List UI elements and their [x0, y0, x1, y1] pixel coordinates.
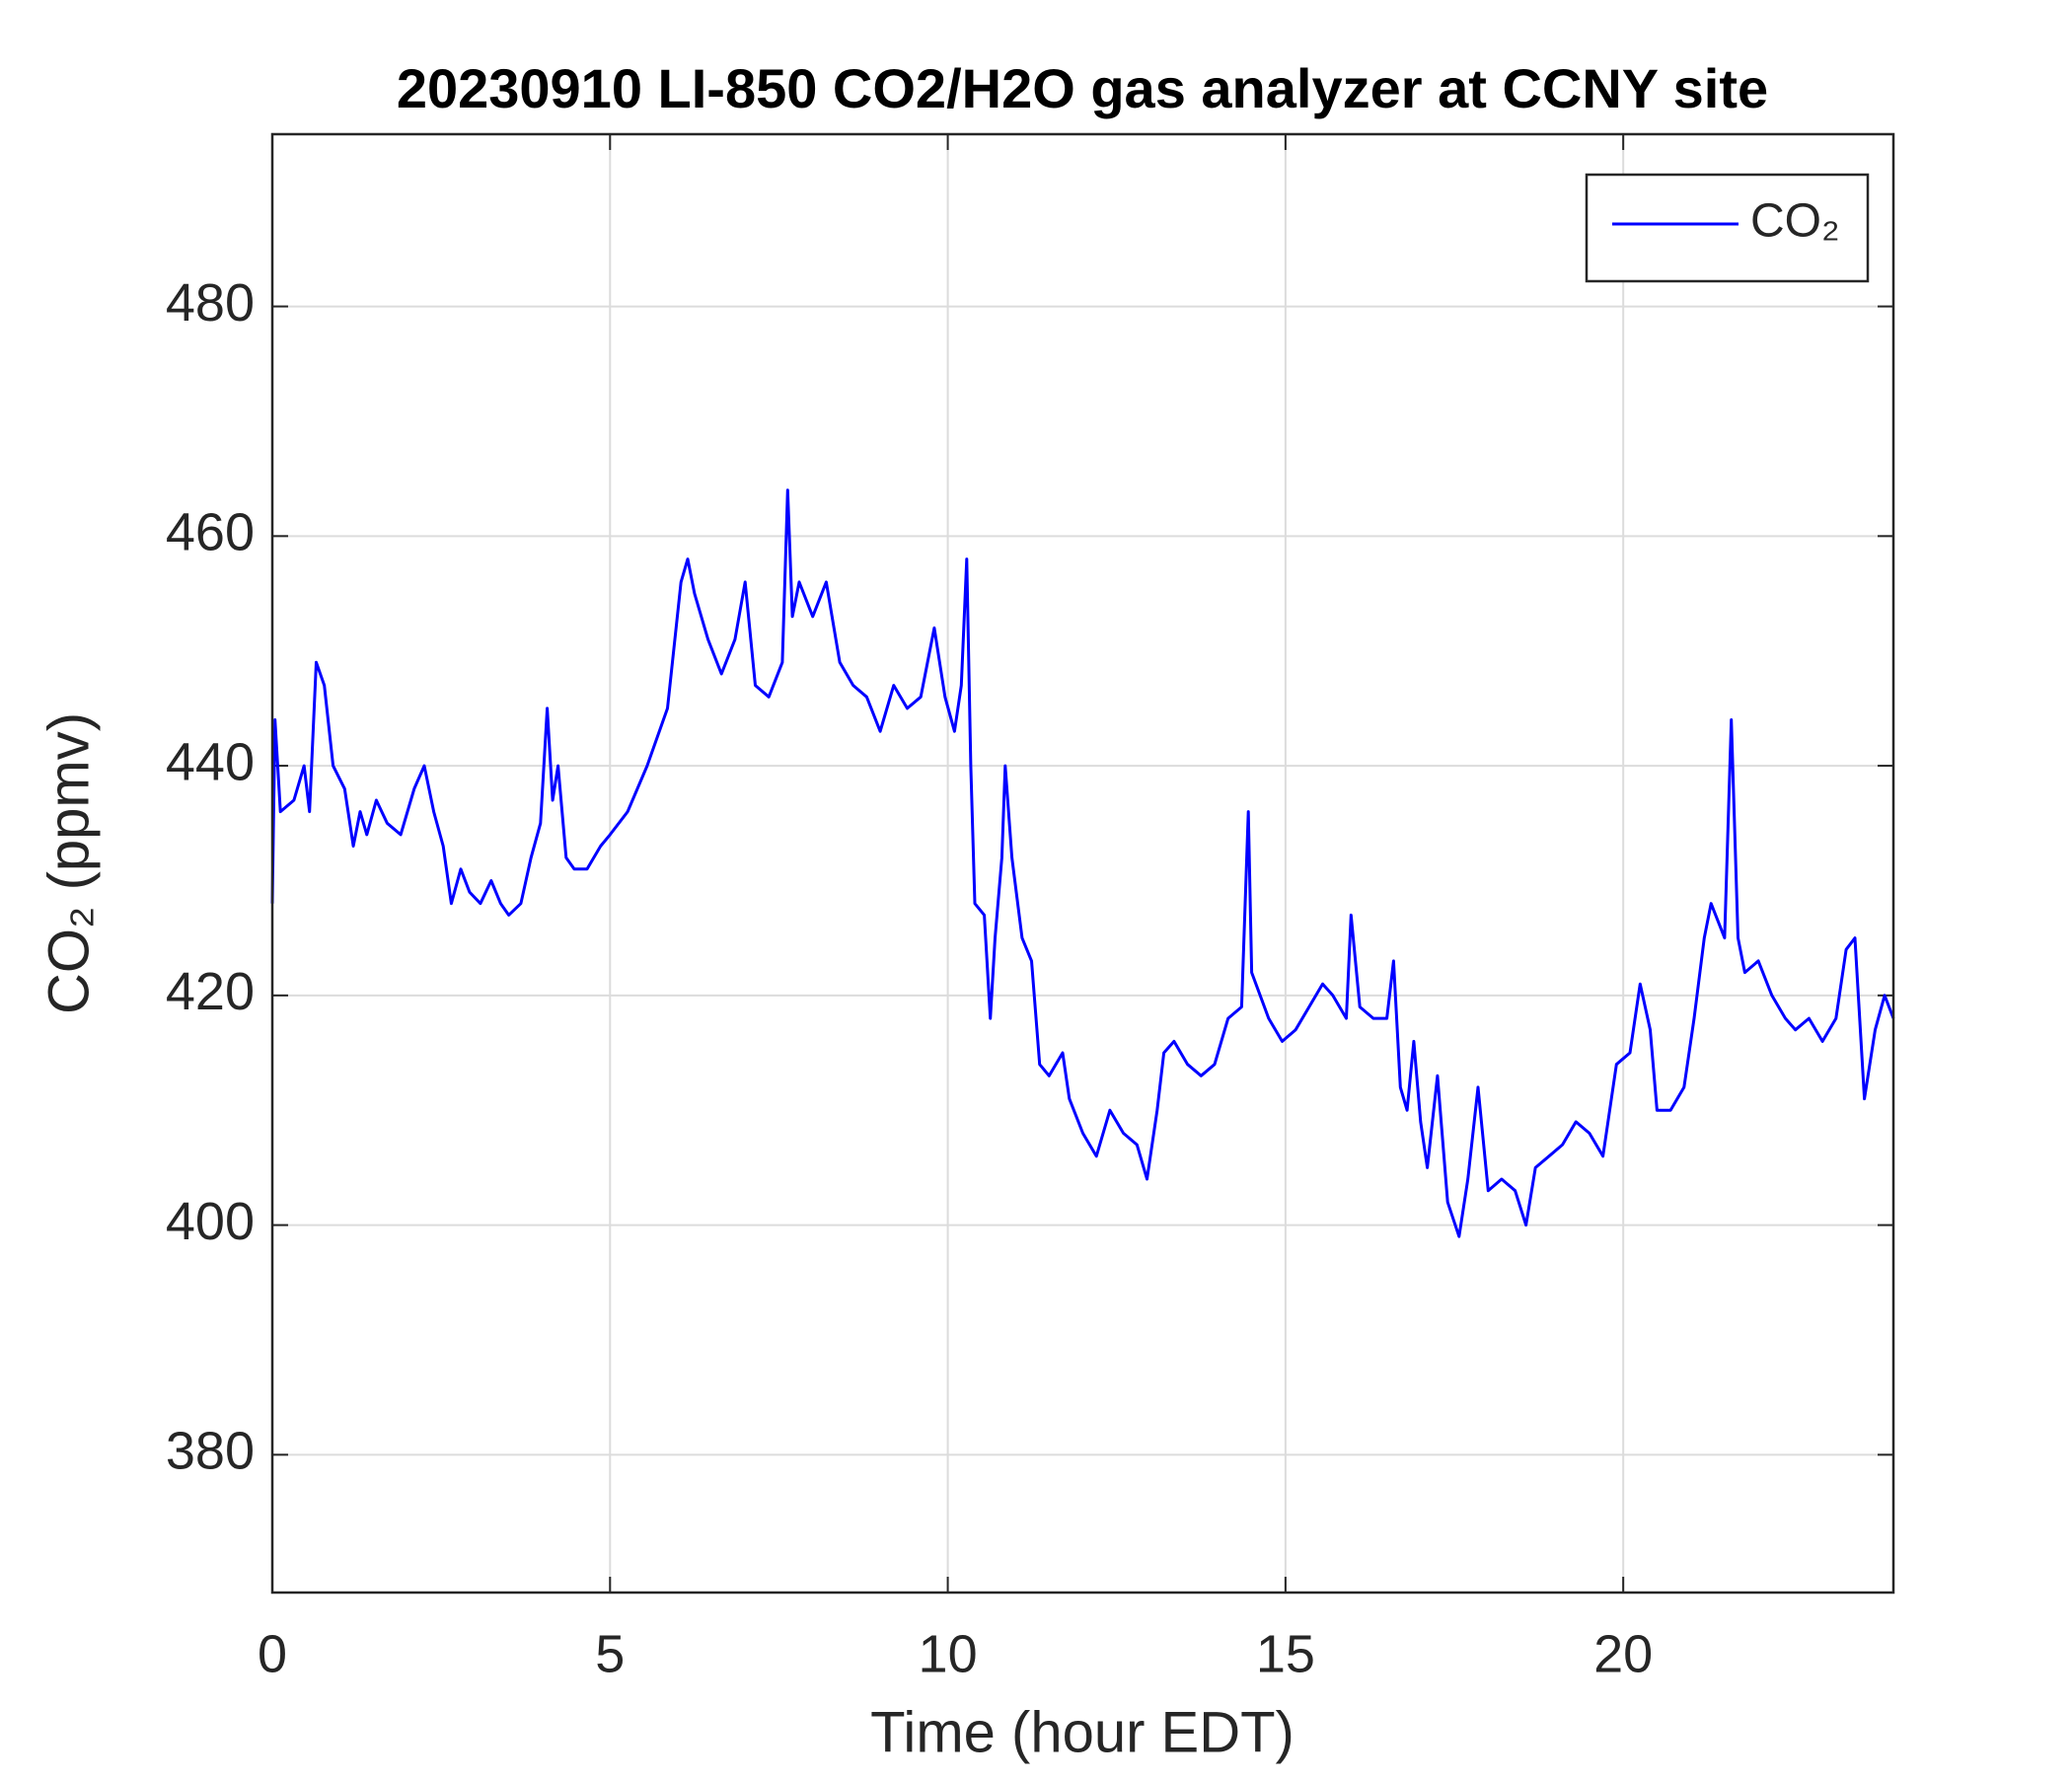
y-tick-label: 380	[166, 1422, 255, 1481]
legend-label: CO₂	[1750, 195, 1840, 248]
x-tick-label: 5	[595, 1624, 625, 1683]
data-line	[270, 488, 1895, 1238]
x-tick-label: 20	[1593, 1624, 1653, 1683]
x-tick-label: 15	[1256, 1624, 1315, 1683]
x-tick-label: 10	[919, 1624, 978, 1683]
y-tick-label: 400	[166, 1192, 255, 1251]
legend-box	[1585, 173, 1870, 283]
y-axis-label: CO₂ (ppmv)	[37, 712, 101, 1014]
y-tick-label: 480	[166, 273, 255, 333]
plot-frame	[270, 132, 1895, 1595]
y-tick-label: 460	[166, 503, 255, 562]
y-tick-label: 440	[166, 732, 255, 791]
x-tick-label: 0	[258, 1624, 287, 1683]
x-axis-label: Time (hour EDT)	[870, 1700, 1295, 1764]
chart-title: 20230910 LI-850 CO2/H2O gas analyzer at …	[397, 57, 1768, 119]
y-tick-label: 420	[166, 962, 255, 1021]
